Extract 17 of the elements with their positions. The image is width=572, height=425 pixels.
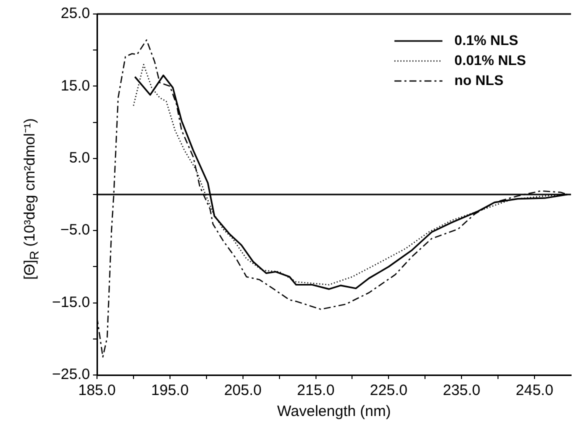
y-tick-label: 15.0	[60, 77, 90, 94]
x-tick-label: 245.0	[516, 382, 554, 400]
legend-label: no NLS	[454, 72, 504, 88]
y-tick-label: −25.0	[52, 366, 90, 384]
y-tick-label: −15.0	[52, 294, 90, 311]
x-axis-title: Wavelength (nm)	[277, 403, 391, 420]
x-tick-label: 235.0	[442, 382, 480, 400]
x-tick-label: 215.0	[296, 382, 335, 400]
y-tick-label: 25.0	[60, 5, 90, 22]
x-tick-label: 225.0	[370, 382, 408, 400]
x-tick-label: 195.0	[151, 382, 189, 400]
x-tick-label: 185.0	[78, 382, 116, 400]
x-tick-label: 205.0	[224, 382, 262, 400]
y-tick-label: 5.0	[69, 150, 90, 167]
legend-label: 0.01% NLS	[454, 52, 526, 68]
y-tick-label: −5.0	[60, 222, 90, 239]
legend-label: 0.1% NLS	[454, 32, 518, 48]
